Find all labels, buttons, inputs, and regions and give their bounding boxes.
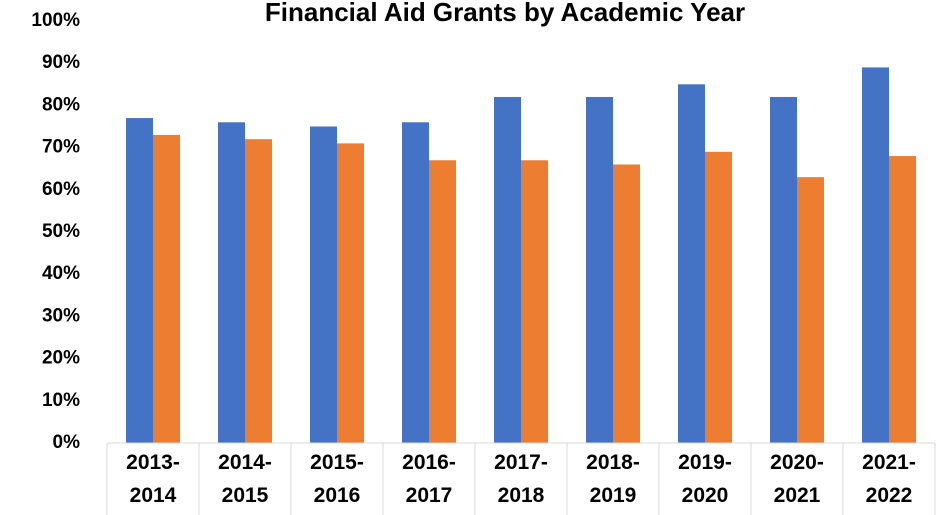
y-tick-label: 80% bbox=[42, 94, 80, 115]
bar bbox=[218, 122, 245, 443]
bar bbox=[494, 96, 521, 444]
bar bbox=[613, 164, 640, 444]
bar bbox=[153, 134, 180, 443]
bar bbox=[770, 96, 797, 444]
bar bbox=[521, 160, 548, 443]
x-tick-label: 2021-2022 bbox=[862, 451, 916, 507]
x-tick-label: 2013-2014 bbox=[126, 451, 180, 507]
y-tick-label: 0% bbox=[53, 432, 81, 453]
bar bbox=[797, 177, 824, 443]
bar bbox=[310, 126, 337, 443]
x-tick-label: 2014-2015 bbox=[218, 451, 272, 507]
y-tick-label: 40% bbox=[42, 263, 80, 284]
chart-title: Financial Aid Grants by Academic Year bbox=[265, 0, 745, 27]
bar bbox=[705, 151, 732, 443]
y-tick-label: 90% bbox=[42, 52, 80, 73]
bar bbox=[862, 67, 889, 444]
x-tick-label: 2016-2017 bbox=[402, 451, 456, 507]
y-tick-label: 50% bbox=[42, 221, 80, 242]
bar bbox=[429, 160, 456, 443]
bar bbox=[678, 84, 705, 444]
x-tick-label: 2018-2019 bbox=[586, 451, 640, 507]
bar bbox=[889, 156, 916, 444]
bar bbox=[337, 143, 364, 443]
bar bbox=[586, 96, 613, 444]
x-tick-label: 2015-2016 bbox=[310, 451, 364, 507]
y-tick-label: 70% bbox=[42, 137, 80, 158]
y-tick-label: 100% bbox=[31, 10, 80, 31]
bar bbox=[245, 139, 272, 443]
x-tick-label: 2020-2021 bbox=[770, 451, 824, 507]
x-tick-label: 2017-2018 bbox=[494, 451, 548, 507]
y-tick-label: 10% bbox=[42, 390, 80, 411]
bar bbox=[126, 118, 153, 443]
bar bbox=[402, 122, 429, 443]
y-tick-label: 30% bbox=[42, 305, 80, 326]
y-tick-label: 20% bbox=[42, 348, 80, 369]
y-tick-label: 60% bbox=[42, 179, 80, 200]
x-tick-label: 2019-2020 bbox=[678, 451, 732, 507]
